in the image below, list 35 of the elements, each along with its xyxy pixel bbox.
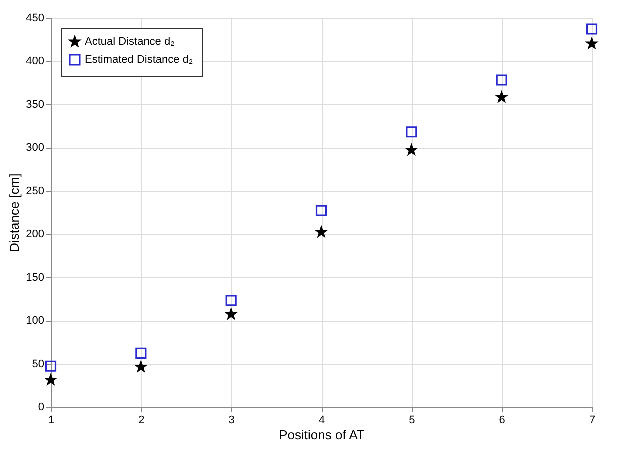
y-axis-title: Distance [cm] <box>7 174 22 252</box>
x-tick-label: 2 <box>138 414 145 426</box>
legend-label: Actual Distance d₂ <box>85 36 175 48</box>
point <box>136 362 146 372</box>
point <box>406 126 418 138</box>
point <box>226 308 237 320</box>
y-tick-label: 100 <box>26 315 44 328</box>
y-tick-label: 300 <box>26 142 44 154</box>
point <box>496 74 508 86</box>
y-tick-label: 0 <box>38 402 44 414</box>
y-tick-label: 50 <box>32 358 44 370</box>
point <box>226 295 237 306</box>
point <box>586 38 598 49</box>
point <box>406 144 417 155</box>
x-axis-title: Positions of AT <box>279 428 365 442</box>
legend-label: Estimated Distance d₂ <box>85 54 194 66</box>
point <box>136 348 147 359</box>
point <box>496 92 508 102</box>
point <box>586 24 598 35</box>
y-tick-label: 450 <box>26 12 44 24</box>
x-tick-label: 5 <box>409 414 416 426</box>
point <box>316 205 328 216</box>
point <box>46 374 56 385</box>
x-tick-label: 4 <box>318 414 326 426</box>
x-tick-label: 3 <box>228 414 235 426</box>
y-tick-label: 200 <box>26 228 44 241</box>
point <box>45 360 57 372</box>
x-tick-label: 7 <box>589 414 596 426</box>
y-tick-label: 250 <box>26 185 44 198</box>
y-tick-label: 400 <box>26 56 44 68</box>
x-tick-label: 6 <box>499 414 506 426</box>
x-tick-label: 1 <box>48 414 55 426</box>
y-tick-label: 150 <box>26 272 44 284</box>
point <box>316 226 327 238</box>
y-tick-label: 350 <box>26 98 44 111</box>
